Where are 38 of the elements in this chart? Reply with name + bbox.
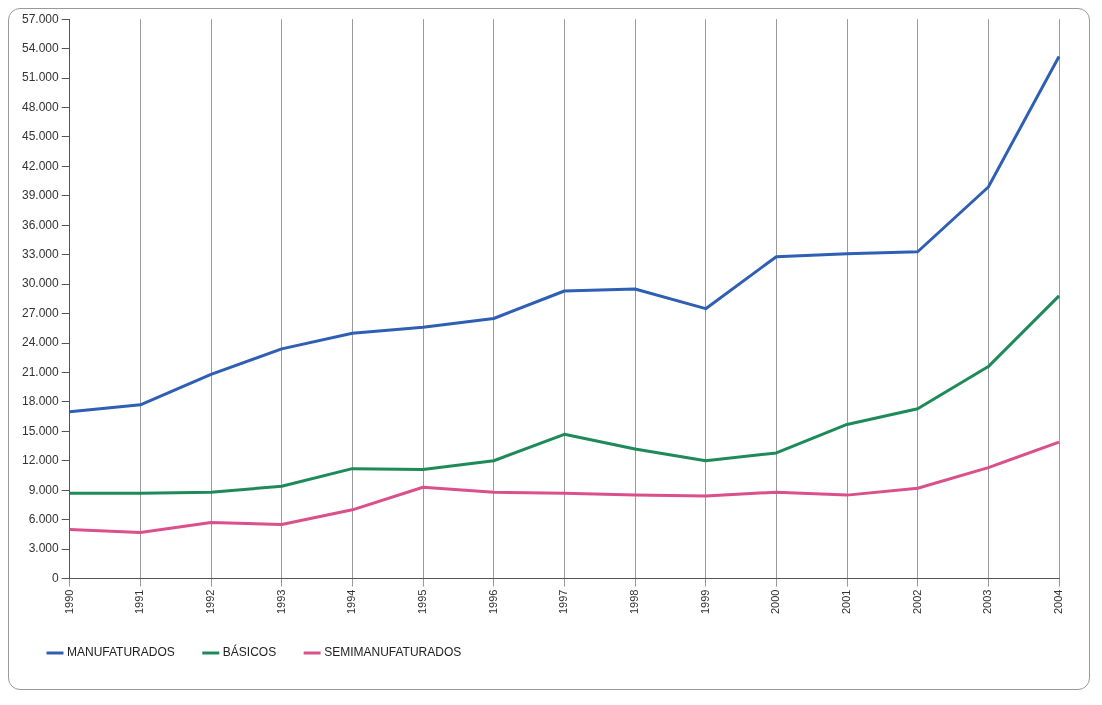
y-tick-label: 9.000: [28, 482, 60, 497]
y-tick-label: 33.000: [22, 247, 60, 262]
x-tick-label: 1996: [486, 589, 499, 615]
legend-label: MANUFATURADOS: [67, 645, 175, 660]
legend-label: BÁSICOS: [222, 644, 277, 660]
y-tick-label: 30.000: [22, 276, 60, 291]
y-tick-label: 21.000: [22, 364, 60, 379]
y-tick-label: 24.000: [22, 335, 60, 350]
x-tick-label: 1993: [274, 589, 287, 615]
x-tick-label: 1995: [416, 589, 429, 615]
x-tick-label: 1998: [628, 589, 641, 615]
y-tick-label: 42.000: [22, 158, 60, 173]
y-tick-label: 57.000: [22, 11, 60, 26]
y-tick-label: 36.000: [22, 217, 60, 232]
y-tick-label: 48.000: [22, 99, 60, 114]
x-tick-label: 1997: [557, 589, 570, 615]
x-tick-label: 2000: [769, 589, 782, 615]
y-tick-label: 3.000: [28, 541, 60, 556]
x-tick-label: 1991: [133, 589, 146, 615]
y-tick-label: 15.000: [22, 423, 60, 438]
x-tick-label: 1999: [698, 589, 711, 615]
y-tick-label: 45.000: [22, 129, 60, 144]
y-tick-label: 39.000: [22, 188, 60, 203]
x-tick-label: 2001: [840, 589, 853, 615]
x-tick-label: 2003: [981, 589, 994, 615]
y-tick-label: 51.000: [22, 70, 60, 85]
x-tick-label: 1992: [204, 589, 217, 615]
legend-label: SEMIMANUFATURADOS: [324, 645, 462, 660]
y-tick-label: 54.000: [22, 40, 60, 55]
y-tick-label: 12.000: [22, 453, 60, 468]
x-tick-label: 2004: [1052, 589, 1065, 615]
y-tick-label: 0: [52, 570, 60, 585]
x-tick-label: 1990: [62, 589, 75, 615]
y-tick-label: 27.000: [22, 305, 60, 320]
x-tick-label: 1994: [345, 589, 358, 615]
y-tick-label: 18.000: [22, 394, 60, 409]
x-tick-label: 2002: [910, 589, 923, 615]
y-tick-label: 6.000: [28, 511, 60, 526]
